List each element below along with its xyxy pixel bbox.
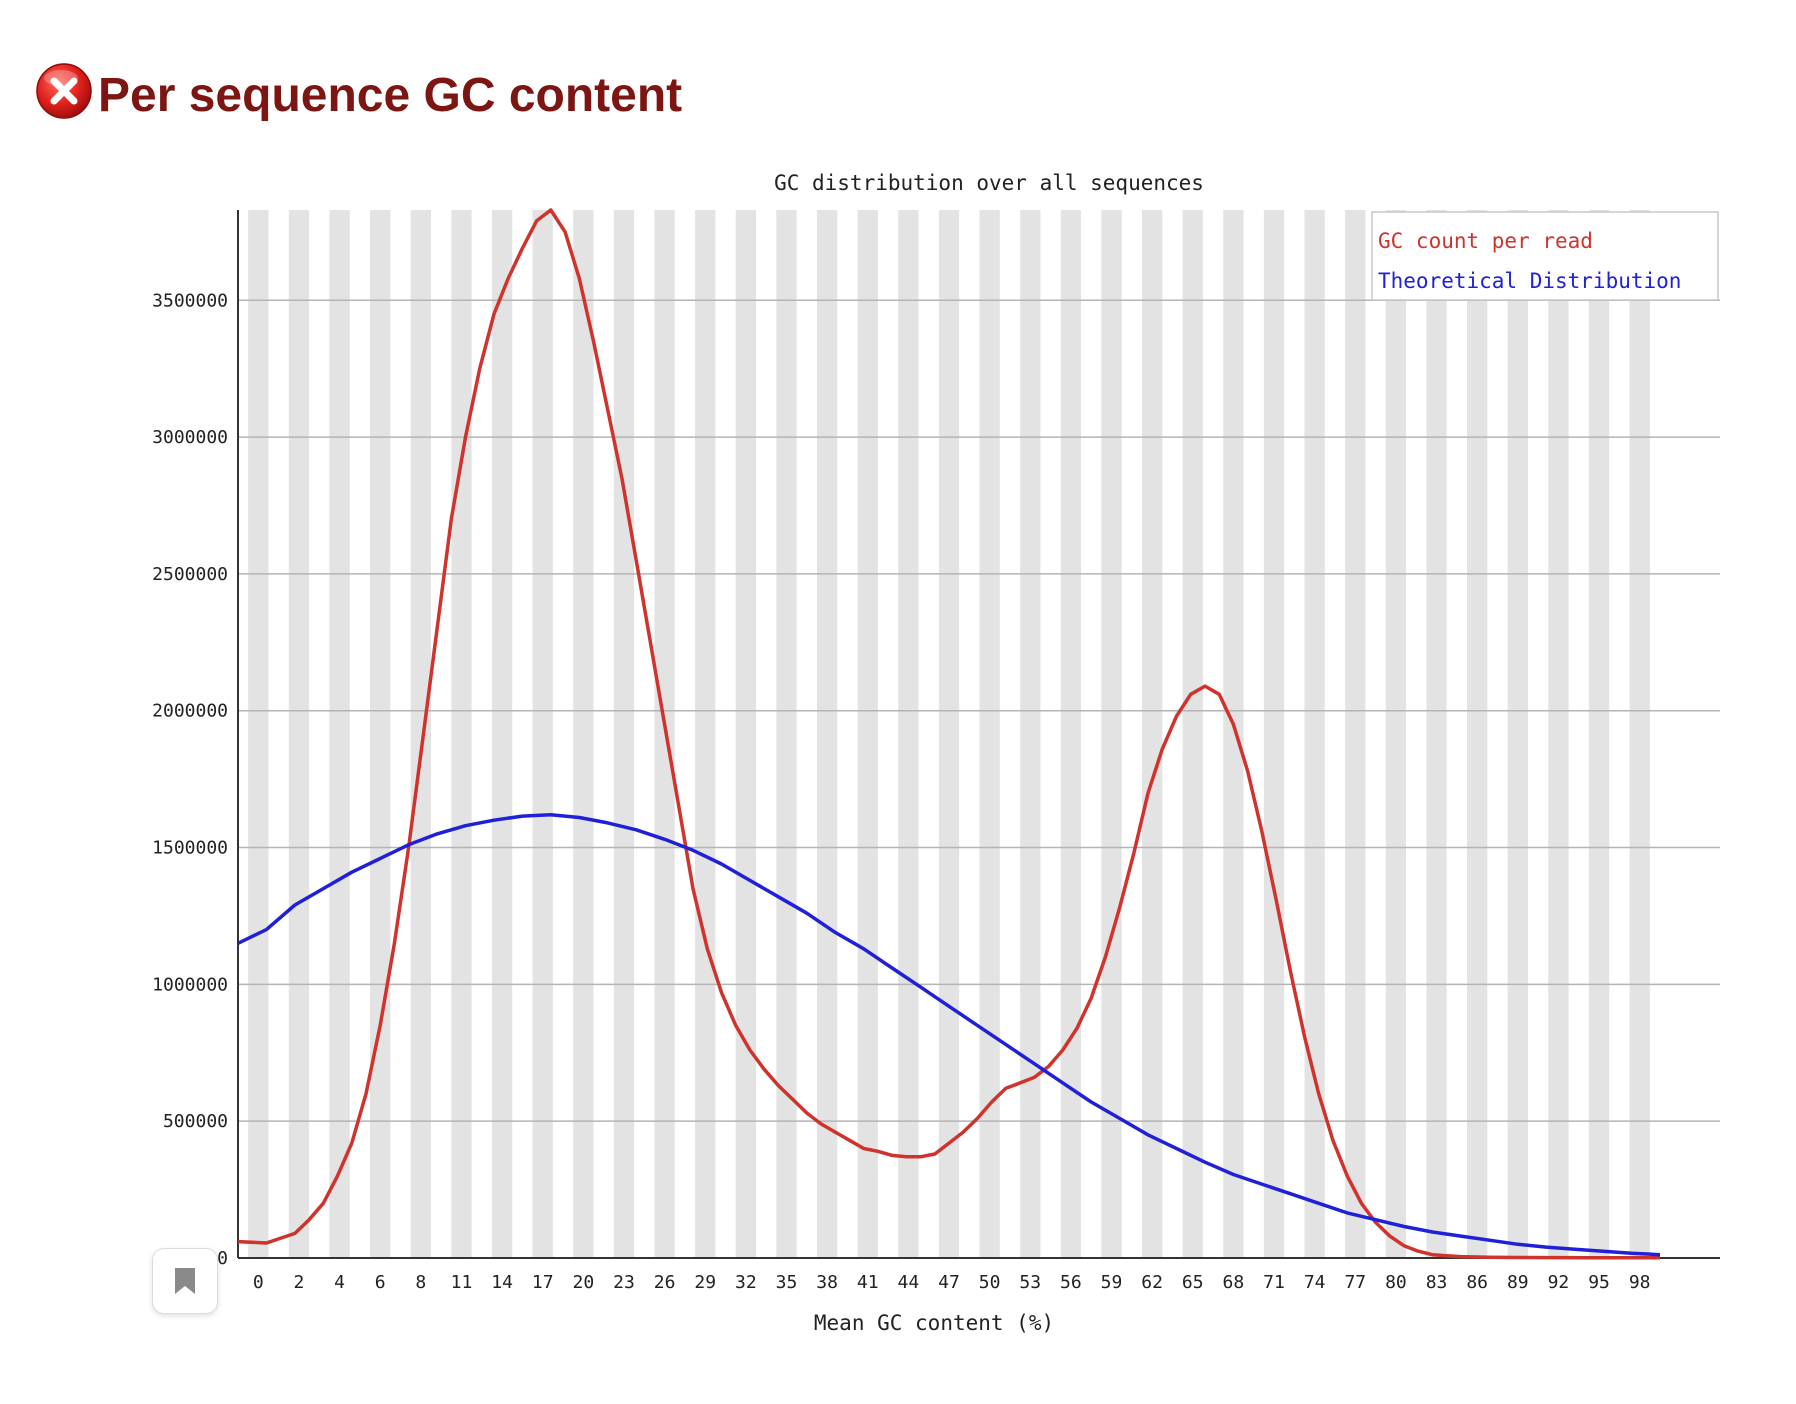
grid-stripe xyxy=(1548,210,1569,1258)
module-header: Per sequence GC content xyxy=(34,56,682,126)
legend-entry: GC count per read xyxy=(1378,229,1593,253)
grid-stripe xyxy=(248,210,269,1258)
module-title: Per sequence GC content xyxy=(98,68,683,122)
x-tick-label: 80 xyxy=(1385,1272,1407,1293)
x-tick-label: 74 xyxy=(1304,1272,1326,1293)
x-tick-label: 14 xyxy=(491,1272,513,1293)
x-tick-label: 68 xyxy=(1223,1272,1245,1293)
grid-stripe xyxy=(1588,210,1610,1258)
grid-stripe xyxy=(329,210,350,1258)
x-tick-label: 83 xyxy=(1426,1272,1448,1293)
y-tick-label: 500000 xyxy=(163,1111,228,1132)
grid-stripe xyxy=(1426,210,1447,1258)
x-tick-label: 4 xyxy=(334,1272,345,1293)
grid-stripe xyxy=(1507,210,1528,1258)
x-tick-label: 29 xyxy=(694,1272,716,1293)
y-tick-label: 3500000 xyxy=(152,290,228,311)
x-tick-label: 2 xyxy=(294,1272,305,1293)
y-tick-label: 1000000 xyxy=(152,974,228,995)
grid-stripe xyxy=(1345,210,1366,1258)
grid-stripe xyxy=(1467,210,1488,1258)
x-tick-label: 11 xyxy=(451,1272,473,1293)
y-tick-label: 2000000 xyxy=(152,701,228,722)
x-tick-label: 6 xyxy=(375,1272,386,1293)
grid-stripe xyxy=(1304,210,1325,1258)
grid-stripe xyxy=(857,210,878,1258)
grid-stripe xyxy=(491,210,513,1258)
x-tick-label: 62 xyxy=(1141,1272,1163,1293)
grid-stripe xyxy=(573,210,594,1258)
grid-stripe xyxy=(1020,210,1041,1258)
x-tick-label: 53 xyxy=(1019,1272,1041,1293)
x-tick-label: 86 xyxy=(1466,1272,1488,1293)
x-tick-label: 71 xyxy=(1263,1272,1285,1293)
grid-stripe xyxy=(1223,210,1244,1258)
grid-stripe xyxy=(532,210,553,1258)
x-tick-label: 65 xyxy=(1182,1272,1204,1293)
x-tick-label: 0 xyxy=(253,1272,264,1293)
grid-stripe xyxy=(1182,210,1203,1258)
grid-stripe xyxy=(370,210,391,1258)
bookmark-button[interactable] xyxy=(152,1248,218,1314)
x-tick-label: 38 xyxy=(816,1272,838,1293)
legend-entry: Theoretical Distribution xyxy=(1378,269,1681,293)
series-line xyxy=(237,208,1660,1260)
x-tick-label: 41 xyxy=(857,1272,879,1293)
x-tick-label: 17 xyxy=(532,1272,554,1293)
grid-stripe xyxy=(410,210,431,1258)
x-tick-label: 47 xyxy=(938,1272,960,1293)
grid-stripe xyxy=(776,210,797,1258)
x-tick-label: 26 xyxy=(654,1272,676,1293)
x-tick-label: 95 xyxy=(1588,1272,1610,1293)
x-tick-label: 35 xyxy=(776,1272,798,1293)
series-line xyxy=(237,812,1661,1257)
x-tick-label: 98 xyxy=(1629,1272,1651,1293)
grid-stripe xyxy=(1141,210,1163,1258)
grid-stripe xyxy=(1385,210,1407,1258)
x-tick-label: 92 xyxy=(1548,1272,1570,1293)
grid-stripe xyxy=(938,210,960,1258)
x-tick-label: 59 xyxy=(1101,1272,1123,1293)
chart-title: GC distribution over all sequences xyxy=(774,171,1204,195)
x-tick-label: 23 xyxy=(613,1272,635,1293)
grid-stripe xyxy=(1060,210,1082,1258)
fail-icon xyxy=(36,63,92,119)
bookmark-icon xyxy=(175,1268,195,1294)
y-tick-label: 1500000 xyxy=(152,838,228,859)
x-tick-label: 50 xyxy=(979,1272,1001,1293)
grid-stripe xyxy=(288,210,310,1258)
grid-stripe xyxy=(1101,210,1122,1258)
y-tick-label: 3000000 xyxy=(152,427,228,448)
x-tick-label: 8 xyxy=(415,1272,426,1293)
legend-box xyxy=(1371,211,1719,301)
grid-stripe xyxy=(735,210,757,1258)
x-axis-label: Mean GC content (%) xyxy=(814,1311,1054,1335)
x-tick-label: 77 xyxy=(1344,1272,1366,1293)
x-tick-label: 44 xyxy=(898,1272,920,1293)
grid-stripe xyxy=(816,210,838,1258)
grid-stripe xyxy=(1629,210,1650,1258)
y-tick-label: 0 xyxy=(217,1248,228,1269)
grid-stripe xyxy=(1263,210,1285,1258)
x-tick-label: 32 xyxy=(735,1272,757,1293)
grid-stripe xyxy=(695,210,716,1258)
grid-stripe xyxy=(613,210,635,1258)
grid-stripe xyxy=(979,210,1000,1258)
x-tick-label: 56 xyxy=(1060,1272,1082,1293)
y-tick-label: 2500000 xyxy=(152,564,228,585)
x-tick-label: 89 xyxy=(1507,1272,1529,1293)
grid-stripe xyxy=(898,210,919,1258)
x-tick-label: 20 xyxy=(572,1272,594,1293)
grid-stripe xyxy=(451,210,472,1258)
